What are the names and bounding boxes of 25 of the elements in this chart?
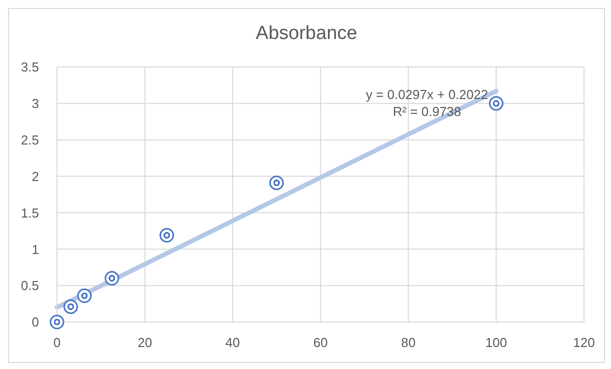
point — [104, 271, 120, 286]
y-tick-label: 3 — [32, 96, 39, 112]
y-tick-label: 1.5 — [20, 205, 39, 220]
point — [50, 314, 64, 330]
x-tick-label: 40 — [225, 335, 240, 350]
x-tick-label: 20 — [138, 335, 152, 350]
y-tick-label: 2.5 — [20, 132, 39, 148]
chart-title: Absorbance — [254, 23, 358, 45]
point — [160, 228, 174, 243]
x-tick-label: 120 — [573, 335, 595, 350]
x-tick-label: 80 — [401, 335, 416, 350]
x-tick-label: 0 — [53, 335, 61, 350]
point — [488, 96, 504, 111]
x-tick-label: 60 — [313, 335, 328, 350]
y-tick-label: 0 — [32, 314, 39, 330]
y-tick-label: 0.5 — [20, 278, 39, 294]
point — [63, 299, 78, 314]
point — [269, 176, 284, 190]
y-tick-label: 2 — [32, 168, 39, 184]
y-tick-label: 1 — [32, 242, 39, 257]
annotation: y = 0.0297x + 0.2022 — [366, 87, 488, 102]
annotation: R² = 0.9738 — [392, 104, 462, 119]
x-tick-label: 100 — [485, 335, 508, 350]
point — [77, 288, 92, 304]
y-tick-label: 3.5 — [20, 60, 39, 75]
